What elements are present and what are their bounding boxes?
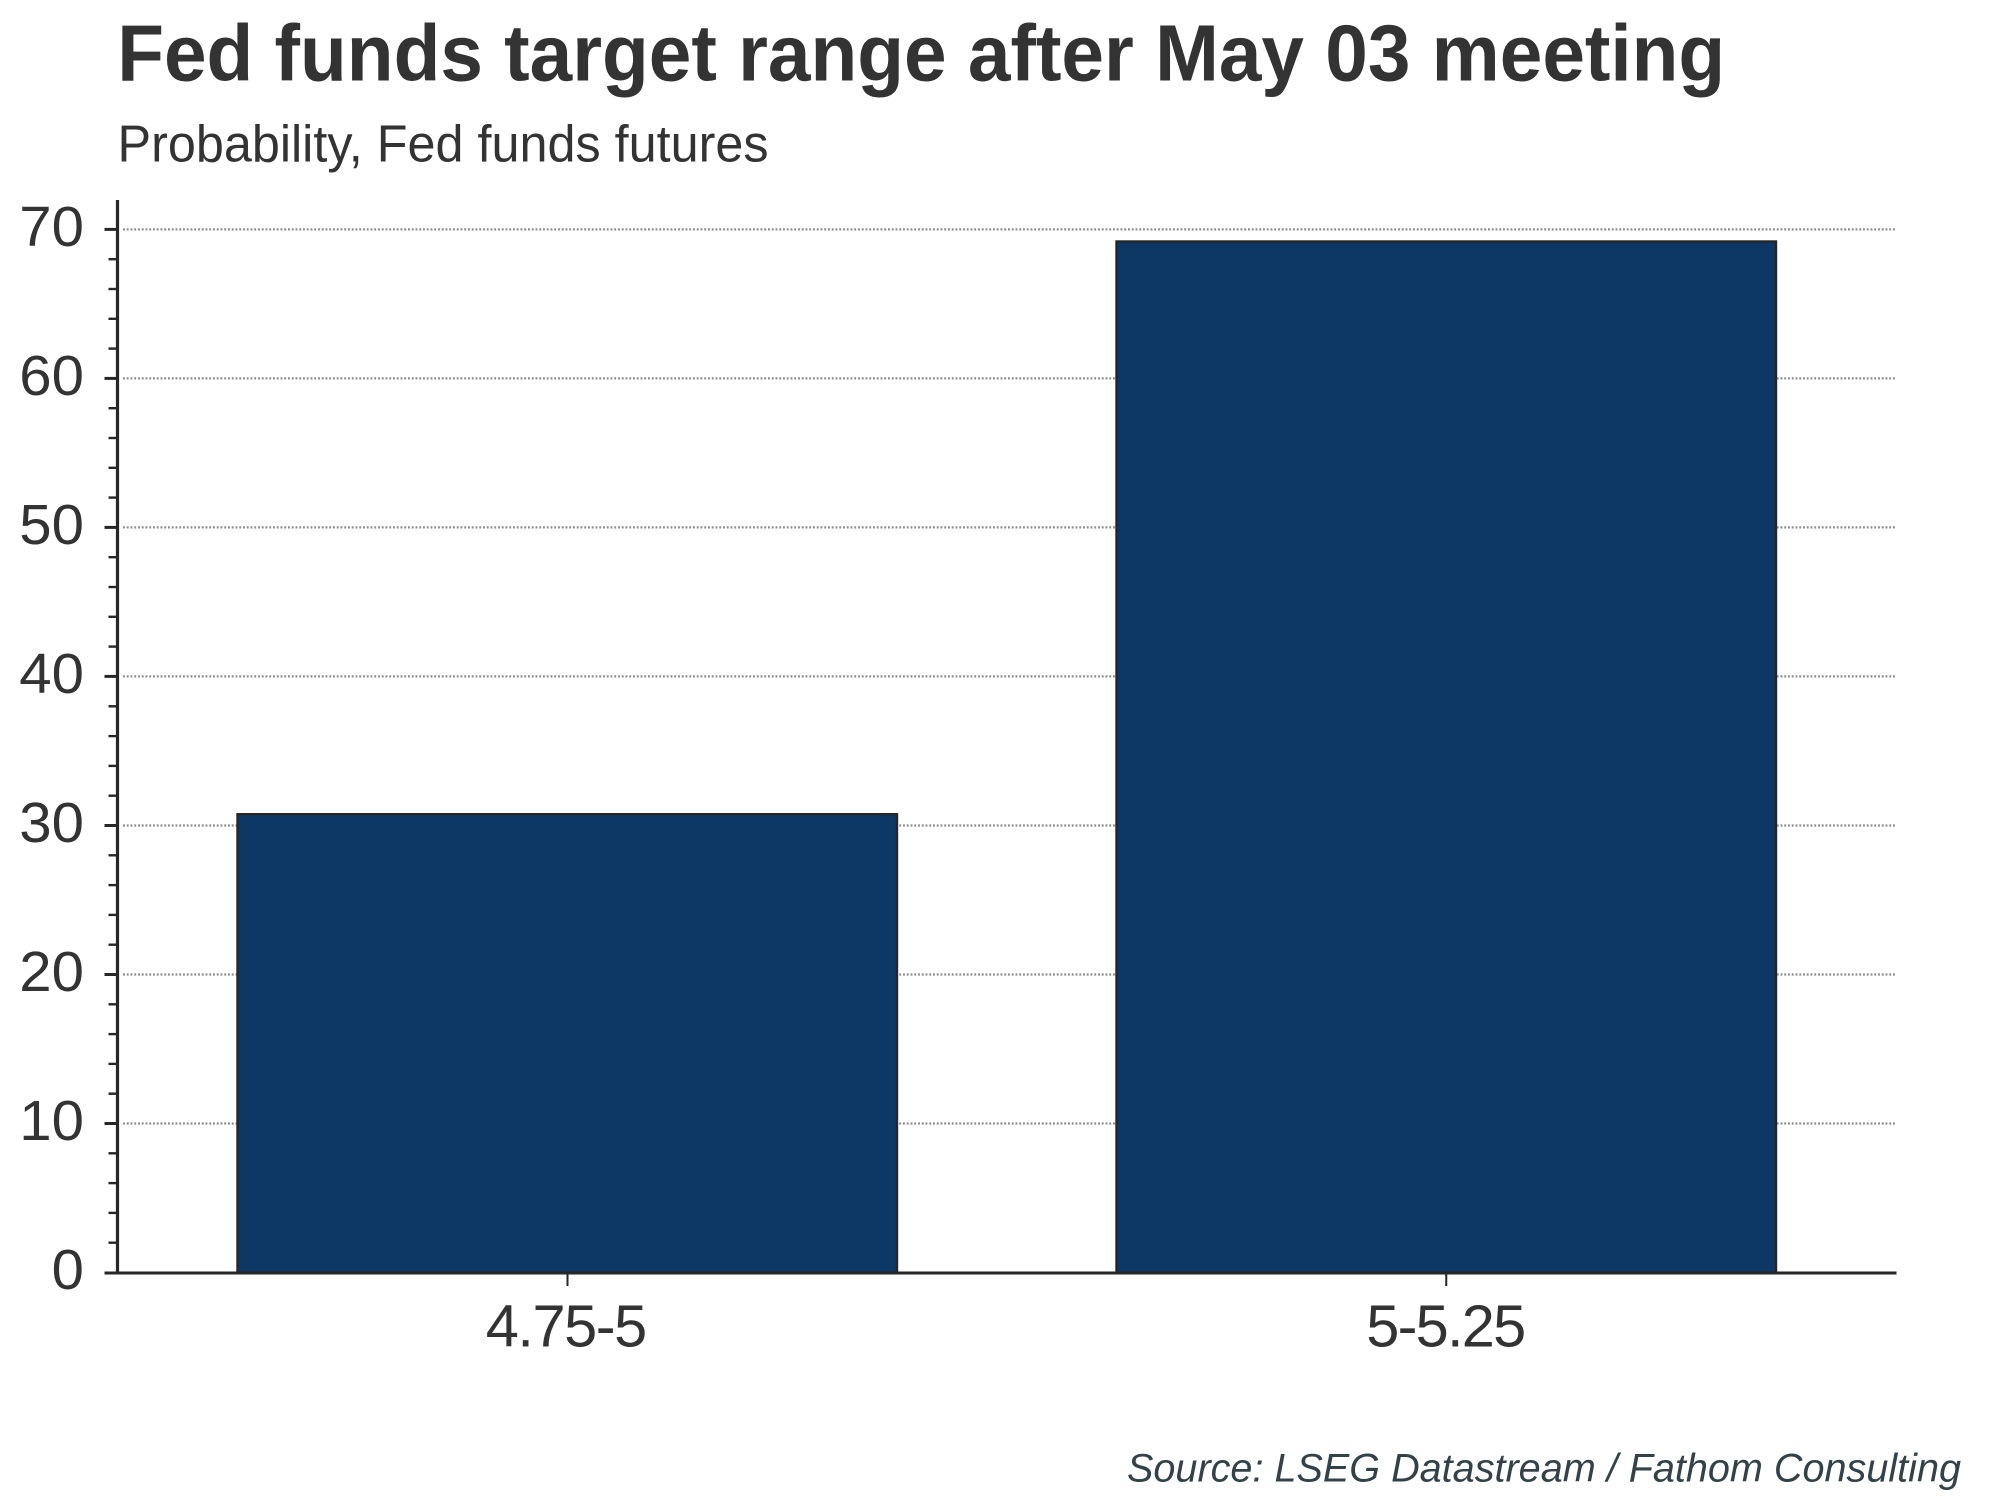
svg-text:10: 10 bbox=[19, 1089, 84, 1153]
svg-text:60: 60 bbox=[19, 344, 84, 408]
svg-text:20: 20 bbox=[19, 940, 84, 1004]
svg-text:0: 0 bbox=[52, 1238, 84, 1302]
svg-text:30: 30 bbox=[19, 791, 84, 855]
svg-text:Probability, Fed funds futures: Probability, Fed funds futures bbox=[118, 116, 769, 174]
svg-text:Source: LSEG Datastream / Fath: Source: LSEG Datastream / Fathom Consult… bbox=[1127, 1446, 1961, 1491]
svg-text:5-5.25: 5-5.25 bbox=[1366, 1293, 1526, 1360]
svg-text:70: 70 bbox=[19, 195, 84, 259]
svg-text:40: 40 bbox=[19, 642, 84, 706]
svg-text:Fed funds target range after M: Fed funds target range after May 03 meet… bbox=[117, 9, 1725, 98]
svg-text:4.75-5: 4.75-5 bbox=[486, 1293, 648, 1360]
svg-text:50: 50 bbox=[19, 493, 84, 557]
